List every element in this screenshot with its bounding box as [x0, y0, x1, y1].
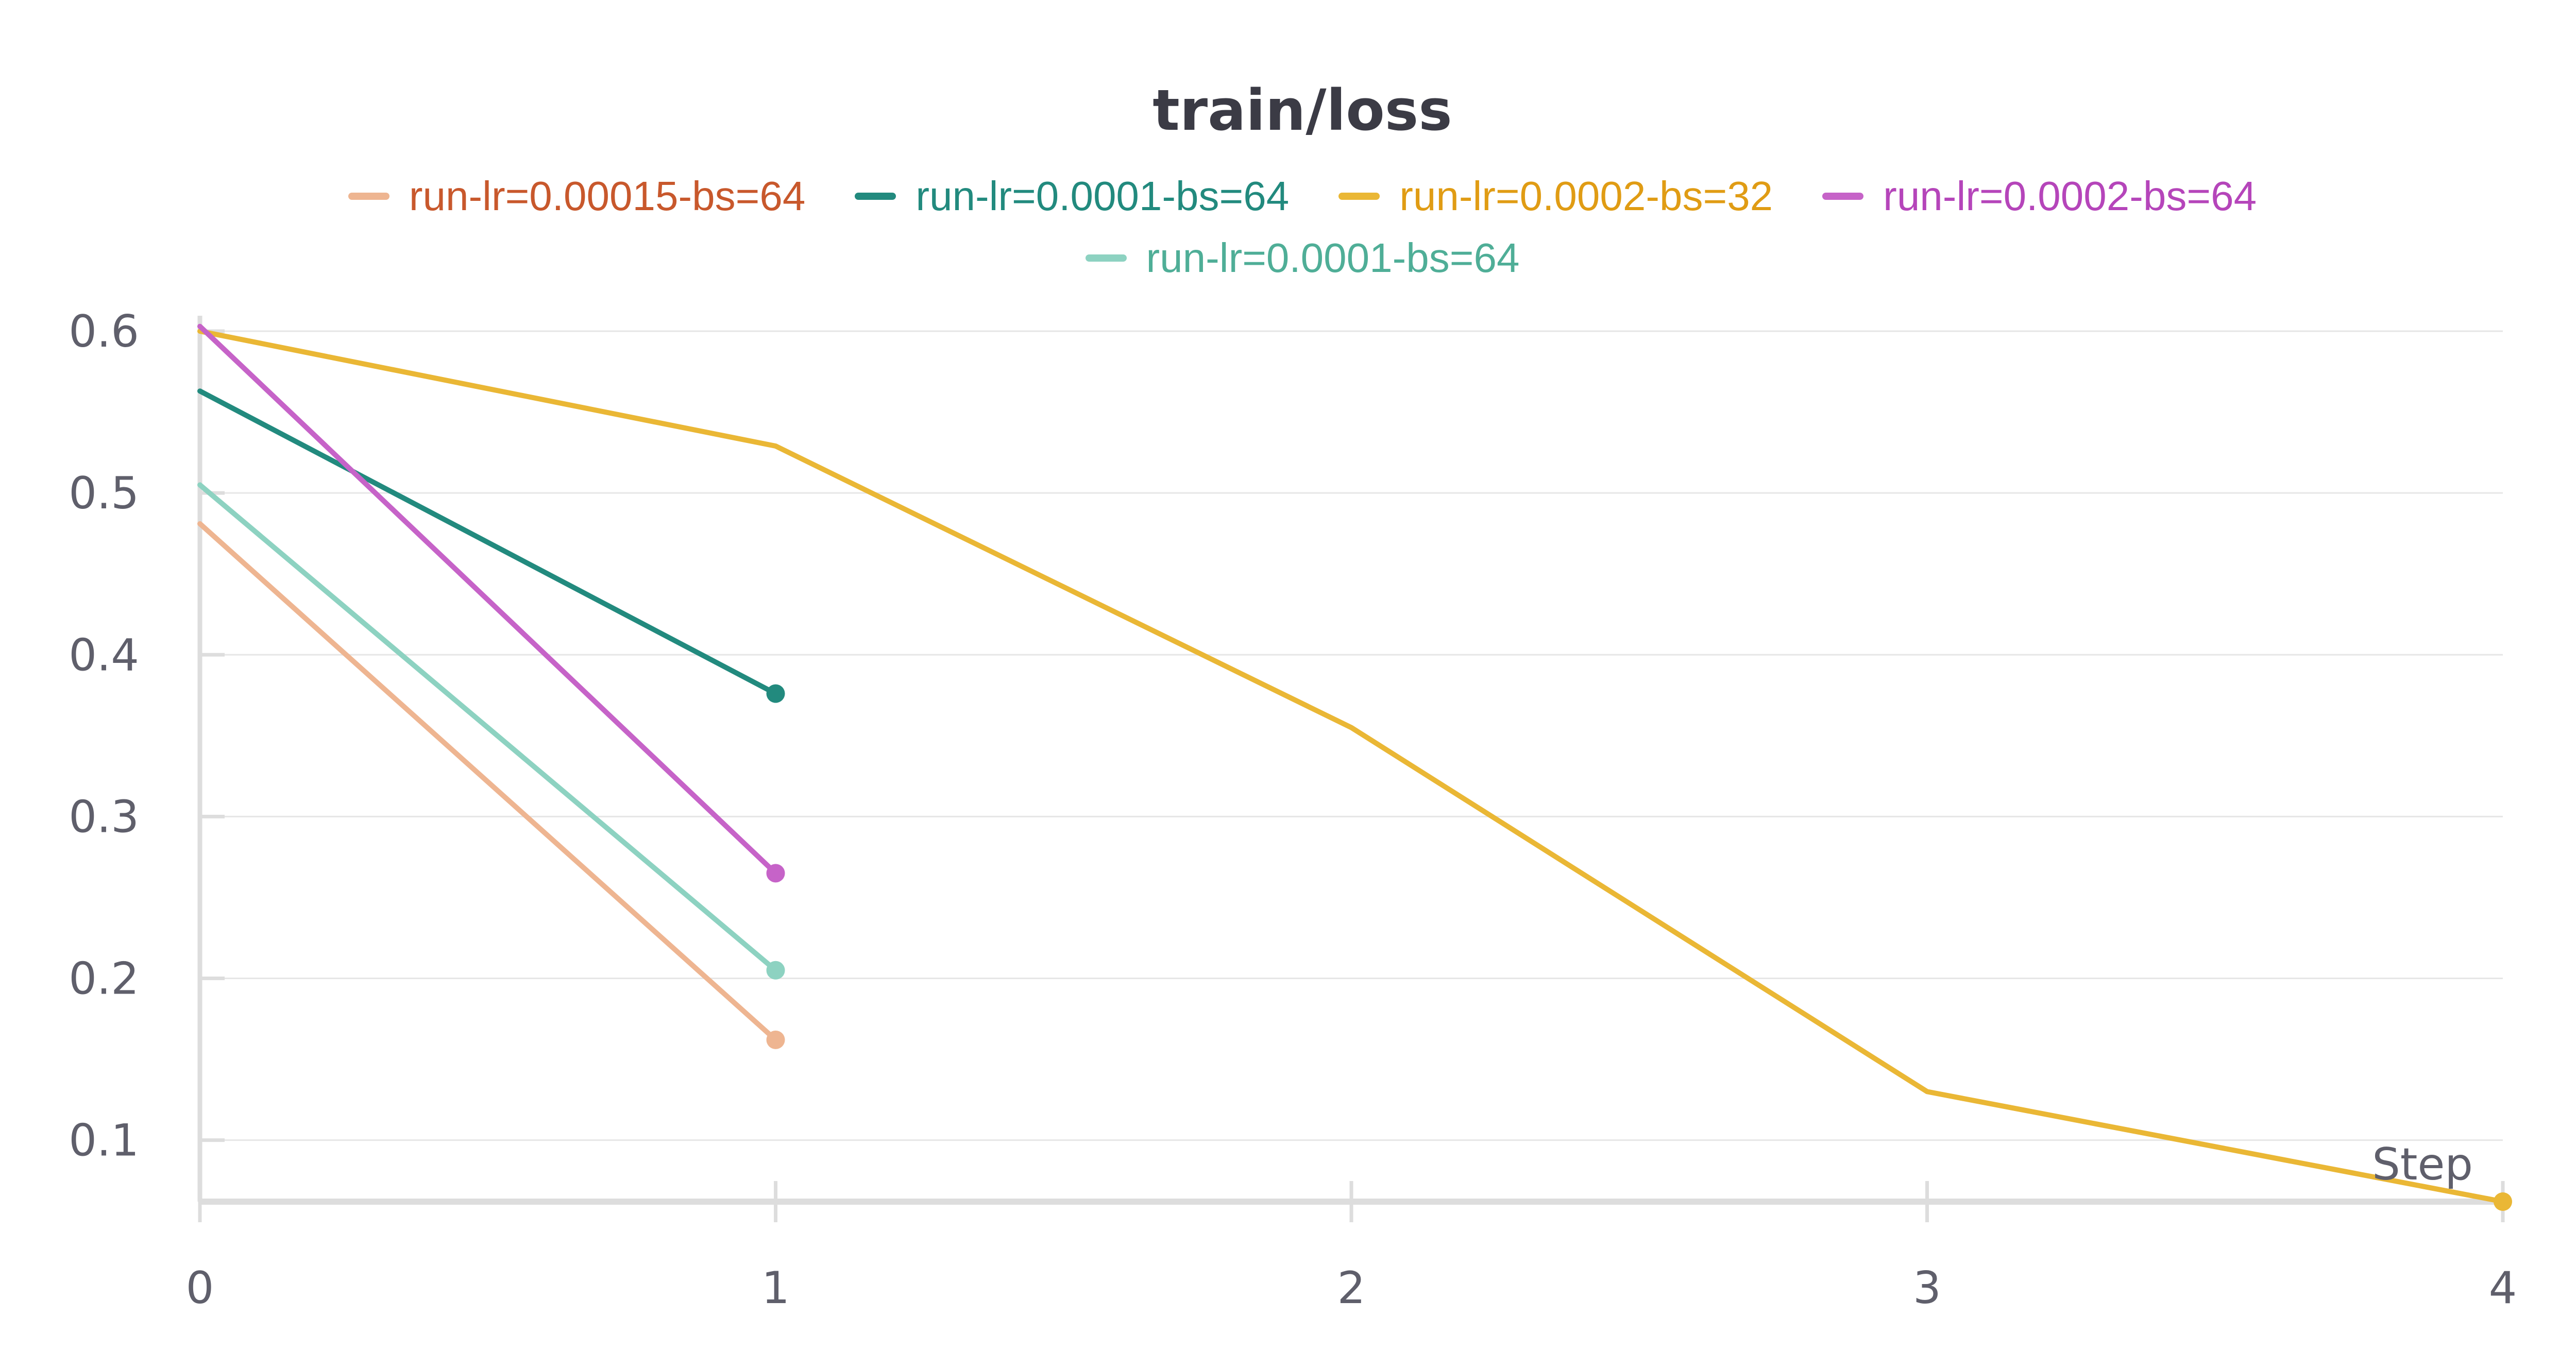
x-tick-label-0: 0 — [186, 1262, 214, 1314]
series-end-point-3[interactable] — [766, 864, 785, 883]
y-tick-label-0: 0.6 — [69, 306, 139, 357]
series-end-point-2[interactable] — [2494, 1192, 2512, 1211]
series-lines — [197, 323, 2512, 1211]
x-axis-title: Step — [2372, 1139, 2473, 1190]
series-line-3[interactable] — [197, 323, 778, 876]
legend-label-4: run-lr=0.0001-bs=64 — [1146, 235, 1520, 281]
y-tick-label-1: 0.5 — [69, 468, 139, 519]
legend-item-2[interactable]: run-lr=0.0002-bs=32 — [1338, 173, 1773, 220]
series-end-point-4[interactable] — [766, 961, 785, 980]
series-line-4[interactable] — [197, 482, 778, 973]
legend-label-0: run-lr=0.00015-bs=64 — [409, 173, 806, 219]
series-end-point-1[interactable] — [766, 684, 785, 703]
chart-title: train/loss — [1153, 77, 1452, 143]
y-tick-label-2: 0.4 — [69, 629, 139, 681]
series-end-point-0[interactable] — [766, 1030, 785, 1049]
legend-item-3[interactable]: run-lr=0.0002-bs=64 — [1822, 173, 2257, 220]
legend-label-1: run-lr=0.0001-bs=64 — [916, 173, 1290, 219]
legend-swatch-1 — [855, 193, 896, 200]
legend-swatch-3 — [1822, 193, 1864, 200]
x-tick-label-2: 2 — [1337, 1262, 1366, 1314]
series-line-0[interactable] — [197, 521, 778, 1042]
axis-labels: 0.6 0.5 0.4 0.3 0.2 0.1 0 1 2 3 4 Step — [69, 306, 2517, 1314]
legend-item-1[interactable]: run-lr=0.0001-bs=64 — [855, 173, 1289, 220]
legend-swatch-4 — [1085, 254, 1127, 262]
y-tick-label-4: 0.2 — [69, 953, 139, 1005]
y-tick-label-3: 0.3 — [69, 791, 139, 843]
legend-label-3: run-lr=0.0002-bs=64 — [1883, 173, 2257, 219]
x-tick-label-3: 3 — [1913, 1262, 1941, 1314]
legend: run-lr=0.00015-bs=64 run-lr=0.0001-bs=64… — [0, 173, 2576, 220]
x-tick-label-1: 1 — [761, 1262, 790, 1314]
series-line-2[interactable] — [197, 329, 2505, 1204]
legend-swatch-2 — [1338, 193, 1380, 200]
y-tick-label-5: 0.1 — [69, 1115, 139, 1167]
series-line-1[interactable] — [197, 388, 778, 696]
legend-label-2: run-lr=0.0002-bs=32 — [1399, 173, 1773, 219]
grid — [200, 330, 2503, 1141]
x-tick-label-4: 4 — [2489, 1262, 2517, 1314]
legend-swatch-0 — [348, 193, 389, 200]
legend-item-4[interactable]: run-lr=0.0001-bs=64 — [1085, 234, 1520, 282]
axes — [197, 316, 2505, 1222]
legend-item-0[interactable]: run-lr=0.00015-bs=64 — [348, 173, 805, 220]
legend-row-2: run-lr=0.0001-bs=64 — [0, 234, 2576, 282]
